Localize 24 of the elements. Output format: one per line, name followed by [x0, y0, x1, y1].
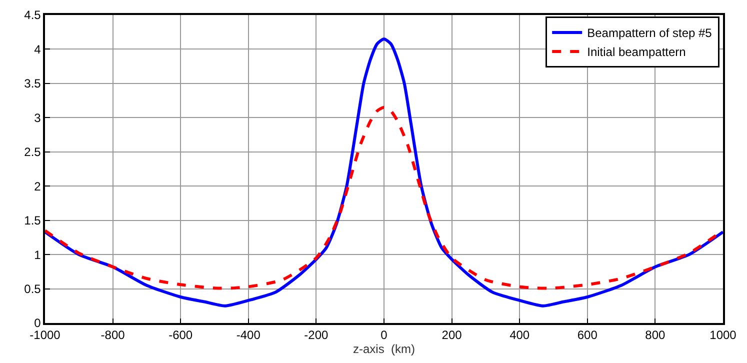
x-tick-label: 800 [645, 328, 666, 342]
y-tick-label: 0.5 [24, 282, 42, 296]
x-axis-title: z-axis (km) [353, 342, 415, 356]
legend-label: Beampattern of step #5 [587, 26, 712, 40]
y-tick-label: 4 [34, 42, 42, 56]
x-tick-label: -1000 [30, 328, 61, 342]
y-tick-label: 0 [34, 316, 42, 330]
y-tick-label: 3 [34, 110, 42, 125]
x-tick-label: -800 [100, 328, 126, 342]
x-tick-label: -600 [168, 328, 193, 342]
y-tick-label: 1 [34, 248, 42, 262]
x-tick-label: -400 [236, 328, 261, 342]
x-tick-label: -200 [304, 328, 329, 342]
x-tick-label: 400 [510, 328, 530, 342]
y-tick-label: 2 [34, 179, 42, 194]
y-tick-label: 2.5 [24, 145, 42, 160]
y-tick-label: 1.5 [24, 214, 42, 228]
x-tick-label: 0 [380, 328, 388, 342]
y-tick-label: 3.5 [24, 76, 42, 91]
x-tick-label: 200 [442, 328, 462, 342]
x-tick-label: 1000 [710, 328, 737, 342]
x-tick-label: 600 [577, 328, 598, 342]
legend-label: Initial beampattern [587, 45, 686, 60]
y-tick-label: 4.5 [24, 8, 42, 22]
